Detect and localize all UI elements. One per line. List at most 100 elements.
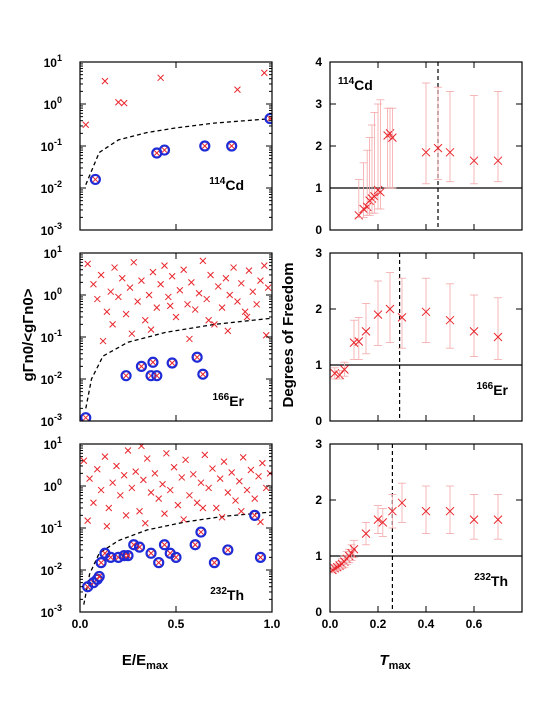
data-cross (186, 491, 193, 499)
data-point-with-errorbar (421, 277, 431, 344)
data-cross (128, 330, 136, 338)
data-cross (176, 286, 184, 294)
data-circled-point (158, 539, 171, 551)
panel-3: 0.0 0.5 1.0 10-3 10-2 10-1 100 101 232Th (41, 435, 281, 631)
threshold-curve (85, 317, 272, 409)
data-cross (126, 284, 134, 291)
data-cross (234, 86, 241, 93)
data-cross (115, 293, 122, 301)
data-cross (253, 300, 260, 308)
data-cross (109, 479, 116, 487)
data-point-with-errorbar (376, 99, 385, 210)
data-cross (226, 291, 234, 299)
data-circled-point (95, 557, 107, 569)
data-cross (134, 298, 141, 305)
data-point-with-errorbar (361, 522, 371, 546)
data-cross (97, 486, 105, 494)
y-tick-label: 10-2 (41, 179, 62, 196)
x-tick-label: 0.0 (72, 617, 89, 631)
data-cross (259, 459, 266, 467)
data-cross (199, 504, 207, 512)
data-cross (90, 499, 97, 507)
x-tick-label: 0.6 (466, 617, 483, 631)
data-cross (124, 447, 132, 454)
y-tick-label: 2 (315, 139, 322, 153)
data-cross (224, 327, 232, 335)
data-cross (218, 304, 226, 311)
data-circled-point (264, 112, 272, 125)
y-tick-label: 100 (44, 477, 62, 494)
y-tick-label: 2 (315, 302, 322, 316)
data-circled-point (122, 550, 134, 562)
y-tick-label: 3 (315, 97, 322, 111)
data-cross (116, 491, 124, 499)
y-tick-label: 101 (44, 435, 62, 452)
data-cross (86, 475, 93, 482)
data-circled-point (153, 557, 165, 569)
data-cross (195, 289, 203, 297)
data-cross (193, 499, 201, 507)
data-cross (222, 274, 230, 282)
y-tick-label: 4 (315, 55, 322, 69)
data-cross (264, 284, 272, 291)
data-cross (120, 471, 128, 479)
isotope-label: 114Cd (209, 176, 244, 193)
data-point-with-errorbar (493, 297, 503, 360)
data-point-with-errorbar (373, 505, 383, 534)
y-tick-label: 0 (315, 414, 322, 428)
plot-frame (79, 61, 273, 231)
data-circled-point (254, 551, 267, 563)
data-cross (122, 310, 130, 318)
data-cross (155, 495, 163, 502)
y-tick-label: 10-1 (41, 137, 62, 154)
y-tick-label: 10-3 (41, 221, 62, 238)
plot-area (330, 253, 522, 421)
data-cross (82, 121, 90, 129)
data-cross (239, 454, 247, 461)
data-cross (122, 512, 130, 519)
data-point-with-errorbar (378, 507, 388, 537)
data-point-with-errorbar (385, 272, 395, 344)
data-circled-point (89, 173, 101, 186)
data-point-with-errorbar (335, 370, 344, 380)
data-point-with-errorbar (388, 107, 397, 189)
data-cross (182, 456, 189, 464)
x-tick-label: 0.4 (418, 617, 435, 631)
data-circled-point (151, 370, 163, 382)
data-point-with-errorbar (493, 91, 503, 183)
plot-frame (329, 443, 523, 613)
threshold-curve (85, 117, 272, 185)
data-cross (230, 264, 237, 271)
data-circled-point (166, 357, 178, 369)
data-cross (237, 507, 245, 515)
data-cross (101, 77, 109, 85)
data-circled-point (195, 526, 207, 538)
data-cross (164, 293, 172, 301)
data-cross (224, 489, 232, 496)
data-cross (205, 316, 212, 324)
data-cross (166, 302, 174, 310)
isotope-label: 114Cd (338, 76, 373, 93)
data-cross (84, 260, 92, 268)
data-cross (191, 306, 199, 313)
y-tick-label: 100 (44, 286, 62, 303)
panels: 10-310-210-1100101114Cd10-310-210-110010… (41, 53, 523, 631)
data-cross (241, 308, 249, 316)
y-tick-label: 100 (44, 95, 62, 112)
isotope-label: 166Er (477, 381, 509, 398)
data-point-with-errorbar (354, 316, 364, 360)
data-circled-point (249, 509, 261, 521)
data-cross (90, 280, 97, 288)
y-tick-label: 101 (44, 53, 62, 70)
data-cross (136, 507, 143, 515)
data-cross (157, 74, 164, 82)
data-cross (157, 280, 164, 288)
data-cross (205, 484, 212, 492)
data-cross (243, 313, 251, 321)
data-cross (103, 308, 111, 316)
plot-area (330, 444, 522, 612)
data-circled-point (133, 541, 146, 553)
panel-1: 10-3 10-2 10-1 100 101 114Cd (41, 53, 273, 238)
y-tick-label: 0 (315, 605, 322, 619)
data-cross (207, 271, 214, 279)
